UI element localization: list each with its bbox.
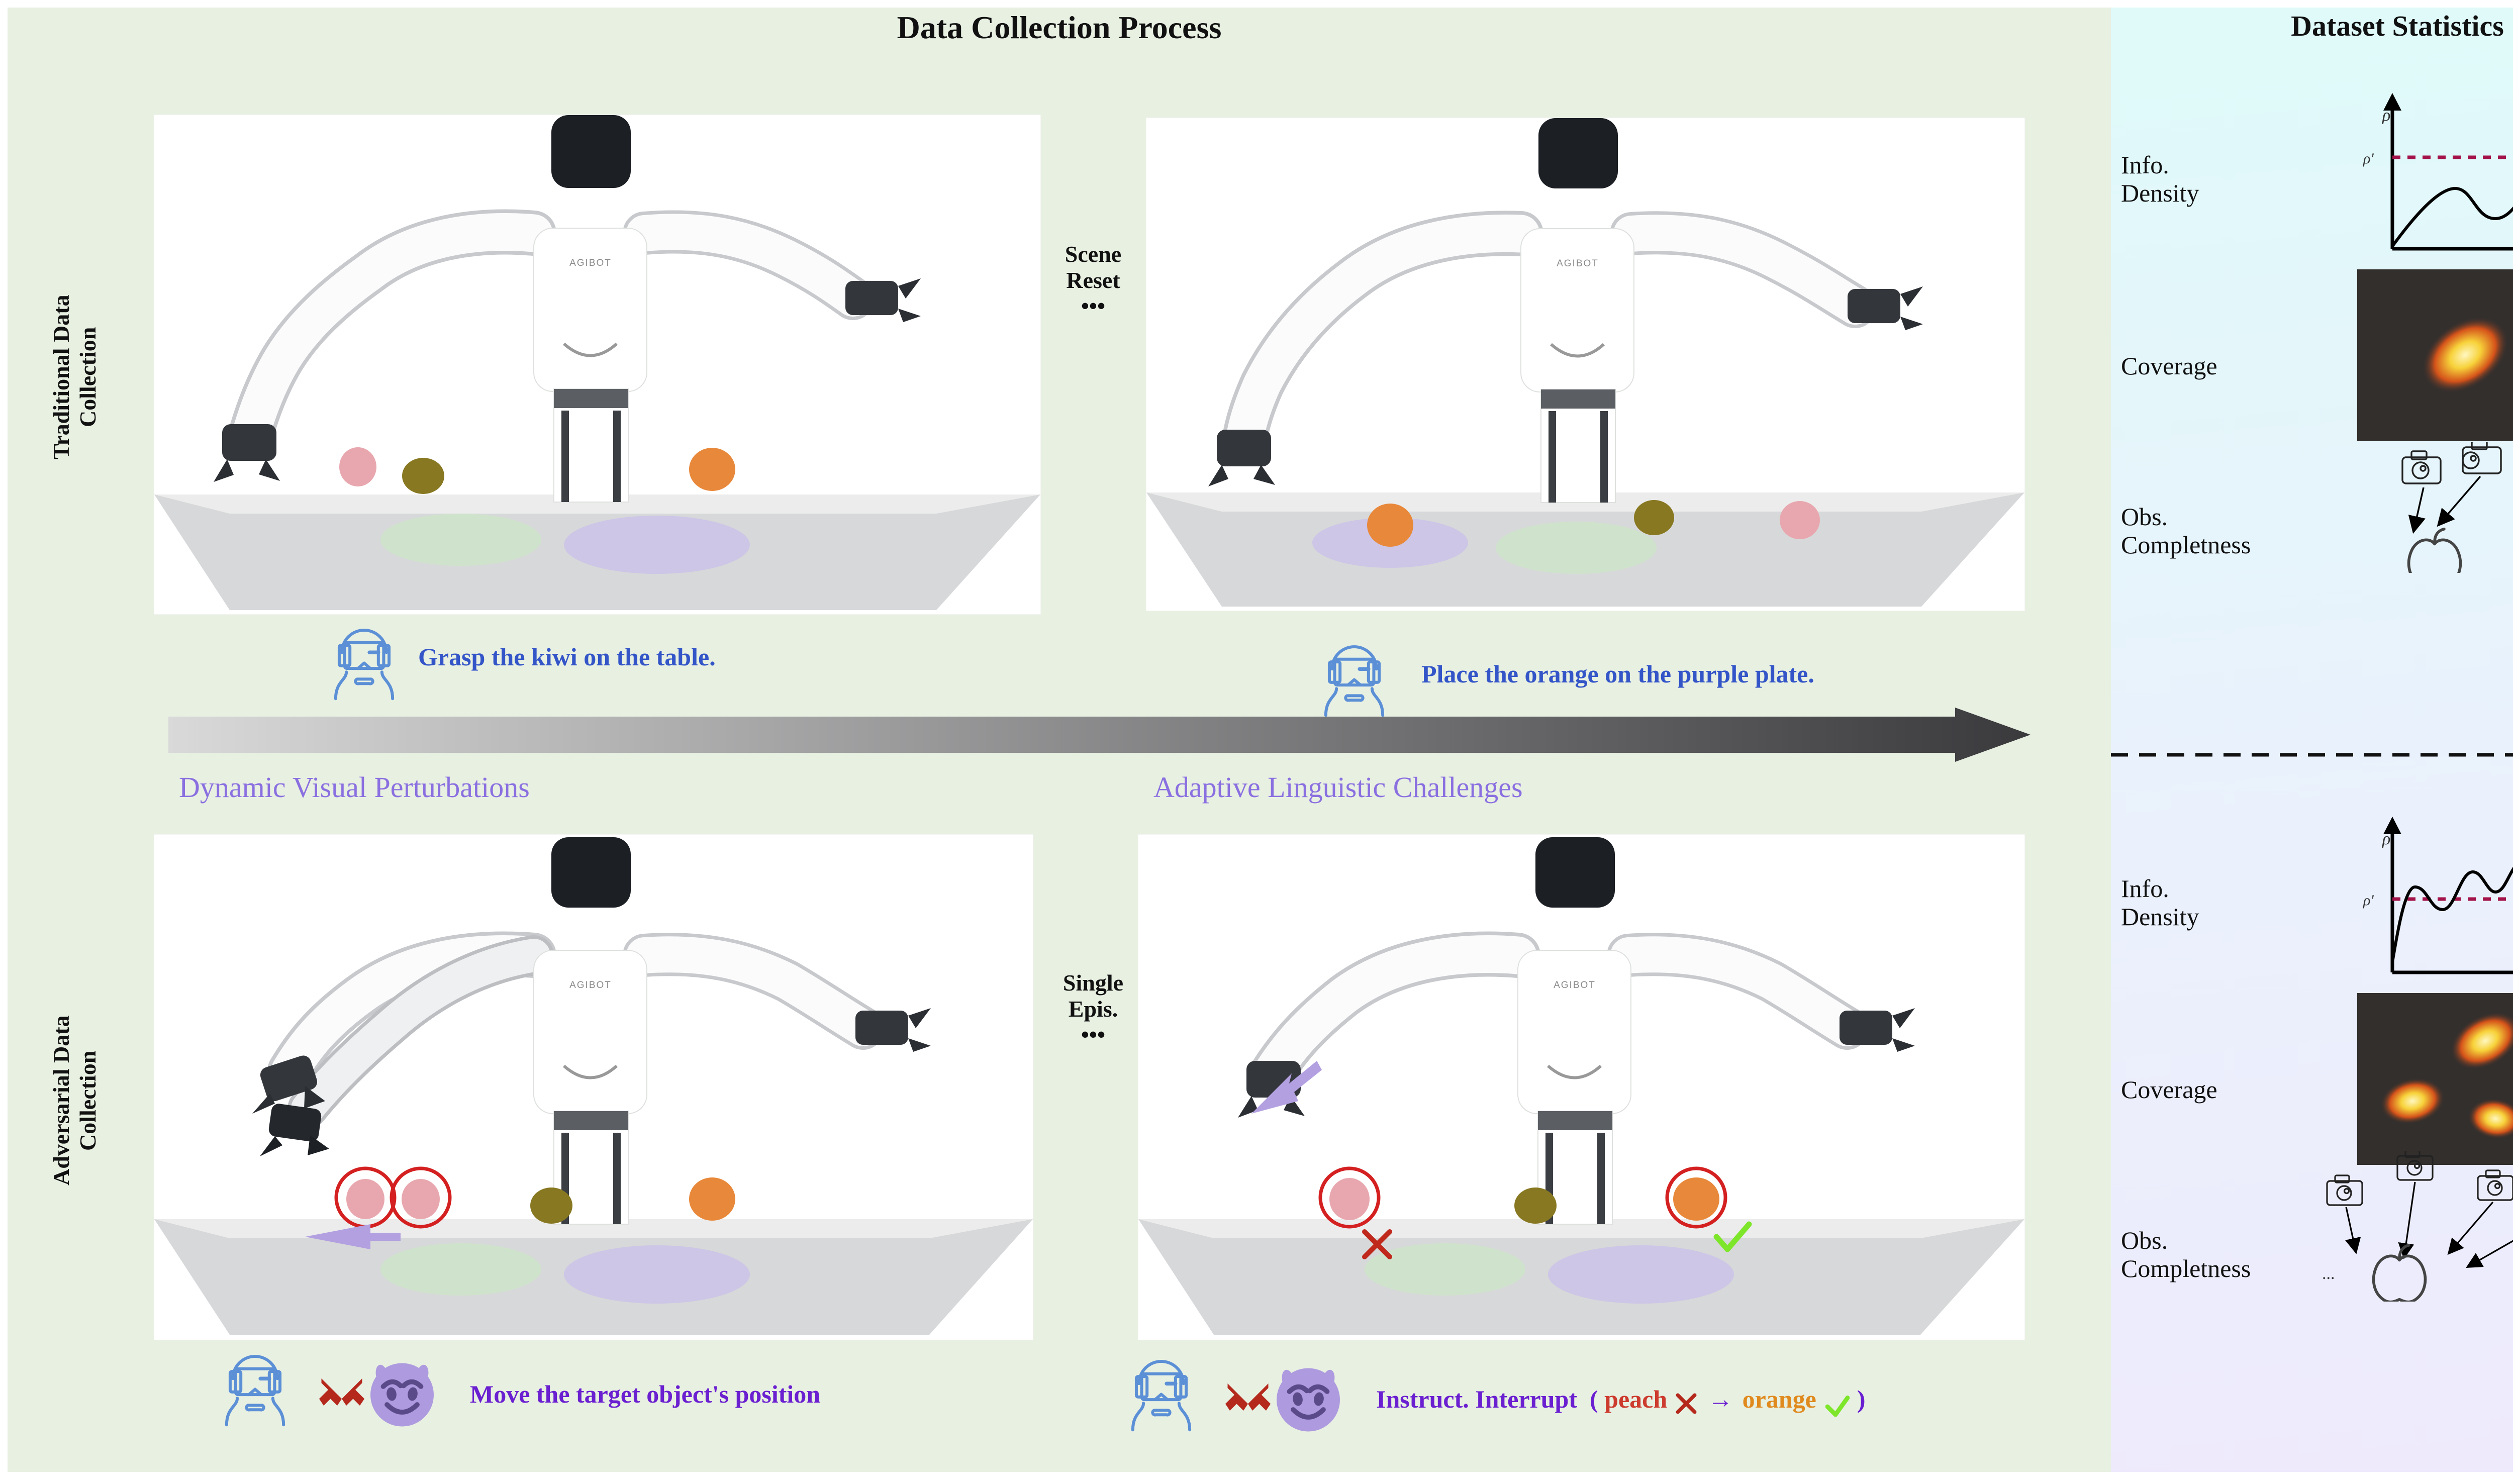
svg-text:ρ: ρ xyxy=(2382,106,2390,125)
svg-text:ρ: ρ xyxy=(2382,830,2390,848)
svg-text:AGIBOT: AGIBOT xyxy=(1557,258,1599,269)
svg-text:...: ... xyxy=(2322,1264,2335,1283)
svg-text:AGIBOT: AGIBOT xyxy=(1554,980,1596,991)
svg-text:ρ': ρ' xyxy=(2363,892,2374,909)
svg-text:AGIBOT: AGIBOT xyxy=(569,258,612,268)
svg-text:AGIBOT: AGIBOT xyxy=(569,980,612,991)
svg-text:ρ': ρ' xyxy=(2363,150,2374,167)
